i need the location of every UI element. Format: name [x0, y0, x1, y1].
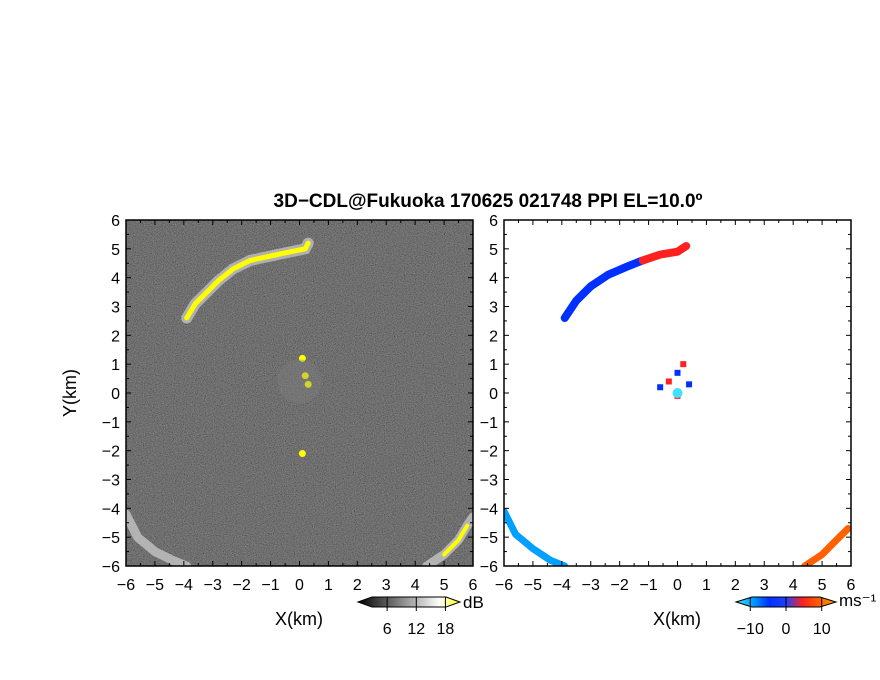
- velocity-colorbar-unit: ms⁻¹: [839, 591, 877, 610]
- x-tick-label: −3: [582, 577, 600, 594]
- y-tick-label: −4: [102, 501, 120, 518]
- colorbar-tick-label: 18: [437, 621, 455, 638]
- reflectivity-clutter-core: [442, 523, 470, 557]
- y-tick-label: −6: [480, 559, 498, 576]
- colorbar-tick-label: 0: [782, 621, 791, 638]
- y-tick-label: −1: [480, 415, 498, 432]
- x-tick-label: 1: [324, 577, 333, 594]
- velocity-echo-pixel: [674, 369, 681, 376]
- y-tick-label: 0: [111, 386, 120, 403]
- reflectivity-echo-spot: [301, 372, 309, 380]
- y-tick-label: −5: [102, 530, 120, 547]
- x-tick-label: −4: [175, 577, 193, 594]
- x-tick-label: −1: [261, 577, 279, 594]
- velocity-colorbar: −10 0 10 ms⁻¹: [734, 591, 877, 638]
- reflectivity-colorbar-unit: dB: [463, 593, 484, 612]
- x-axis-label-left: X(km): [275, 609, 323, 629]
- velocity-ticks: −6−6 −5 −5 −4 −4 −3 −3 −2 −2 −1 −1 0 0 1 1 2 2 3 3 4 4 5 5 6 6: [480, 213, 856, 594]
- velocity-clutter-band: [801, 525, 851, 566]
- y-tick-label: 4: [111, 271, 120, 288]
- x-tick-label: 6: [847, 577, 856, 594]
- x-tick-label: 3: [760, 577, 769, 594]
- x-tick-label: −5: [524, 577, 542, 594]
- x-tick-label: 0: [295, 577, 304, 594]
- y-tick-label: 5: [489, 242, 498, 259]
- x-tick-label: −6: [495, 577, 513, 594]
- y-tick-label: 1: [111, 357, 120, 374]
- x-axis-label-right: X(km): [653, 609, 701, 629]
- y-tick-label: 2: [489, 328, 498, 345]
- colorbar-tick-label: 6: [383, 621, 392, 638]
- velocity-arc-approaching: [560, 256, 647, 322]
- y-tick-label: 6: [111, 213, 120, 230]
- reflectivity-echo-spot: [304, 380, 312, 388]
- y-tick-label: −3: [480, 473, 498, 490]
- reflectivity-echo-spot: [298, 450, 306, 458]
- x-tick-label: 4: [789, 577, 798, 594]
- velocity-center-spot: [672, 388, 683, 398]
- x-tick-label: 3: [382, 577, 391, 594]
- y-tick-label: 5: [111, 242, 120, 259]
- x-tick-label: −2: [233, 577, 251, 594]
- velocity-echo-pixel: [680, 361, 687, 368]
- reflectivity-colorbar-ticks: 6 12 18: [383, 597, 455, 638]
- velocity-arc-receding: [638, 242, 691, 265]
- x-tick-label: −2: [611, 577, 629, 594]
- x-tick-label: −6: [117, 577, 135, 594]
- reflectivity-ticks: −6−6 −5 −5 −4 −4 −3 −3 −2 −2 −1 −1 0 0 1 1 2 2 3 3 4 4 5 5 6 6: [102, 213, 478, 594]
- y-tick-label: 1: [489, 357, 498, 374]
- x-tick-label: 5: [440, 577, 449, 594]
- reflectivity-echo-spot: [298, 354, 306, 362]
- x-tick-label: −1: [639, 577, 657, 594]
- velocity-panel: −6−6 −5 −5 −4 −4 −3 −3 −2 −2 −1 −1 0 0 1 1 2 2 3 3 4 4 5 5 6 6: [480, 213, 856, 594]
- reflectivity-arc-core: [184, 240, 311, 321]
- y-tick-label: −3: [102, 473, 120, 490]
- y-tick-label: −6: [102, 559, 120, 576]
- reflectivity-noise-texture: [126, 220, 473, 566]
- x-tick-label: 2: [731, 577, 740, 594]
- reflectivity-clutter: [126, 509, 192, 566]
- velocity-echo-pixel: [686, 381, 693, 388]
- colorbar-tick-label: 12: [407, 621, 425, 638]
- reflectivity-panel: −6−6 −5 −5 −4 −4 −3 −3 −2 −2 −1 −1 0 0 1 1 2 2 3 3 4 4 5 5 6 6: [102, 213, 478, 594]
- x-tick-label: 5: [818, 577, 827, 594]
- figure-title: 3D−CDL@Fukuoka 170625 021748 PPI EL=10.0…: [274, 191, 703, 212]
- x-tick-label: −4: [553, 577, 571, 594]
- y-tick-label: −2: [102, 444, 120, 461]
- y-tick-label: 4: [489, 271, 498, 288]
- y-axis-label: Y(km): [60, 369, 80, 417]
- x-tick-label: −5: [146, 577, 164, 594]
- x-tick-label: 1: [702, 577, 711, 594]
- y-tick-label: −1: [102, 415, 120, 432]
- y-tick-label: −5: [480, 530, 498, 547]
- reflectivity-colorbar-bar: [356, 596, 462, 608]
- y-tick-label: −2: [480, 444, 498, 461]
- velocity-echo-pixel: [665, 378, 672, 385]
- colorbar-tick-label: 10: [813, 621, 831, 638]
- reflectivity-colorbar: 6 12 18 dB: [356, 593, 484, 638]
- velocity-echo-pixel: [657, 384, 664, 391]
- x-tick-label: 4: [411, 577, 420, 594]
- reflectivity-center-haze: [277, 359, 322, 404]
- y-tick-label: 2: [111, 328, 120, 345]
- y-tick-label: 3: [489, 300, 498, 317]
- reflectivity-echoes: [126, 237, 473, 566]
- velocity-clutter-band: [504, 507, 569, 566]
- y-tick-label: 6: [489, 213, 498, 230]
- y-tick-label: 0: [489, 386, 498, 403]
- x-tick-label: 6: [469, 577, 478, 594]
- x-tick-label: 2: [353, 577, 362, 594]
- velocity-colorbar-ticks: −10 0 10: [737, 597, 831, 638]
- y-tick-label: −4: [480, 501, 498, 518]
- x-tick-label: 0: [673, 577, 682, 594]
- velocity-echoes: [504, 242, 851, 566]
- x-tick-label: −3: [204, 577, 222, 594]
- y-tick-label: 3: [111, 300, 120, 317]
- colorbar-tick-label: −10: [737, 621, 764, 638]
